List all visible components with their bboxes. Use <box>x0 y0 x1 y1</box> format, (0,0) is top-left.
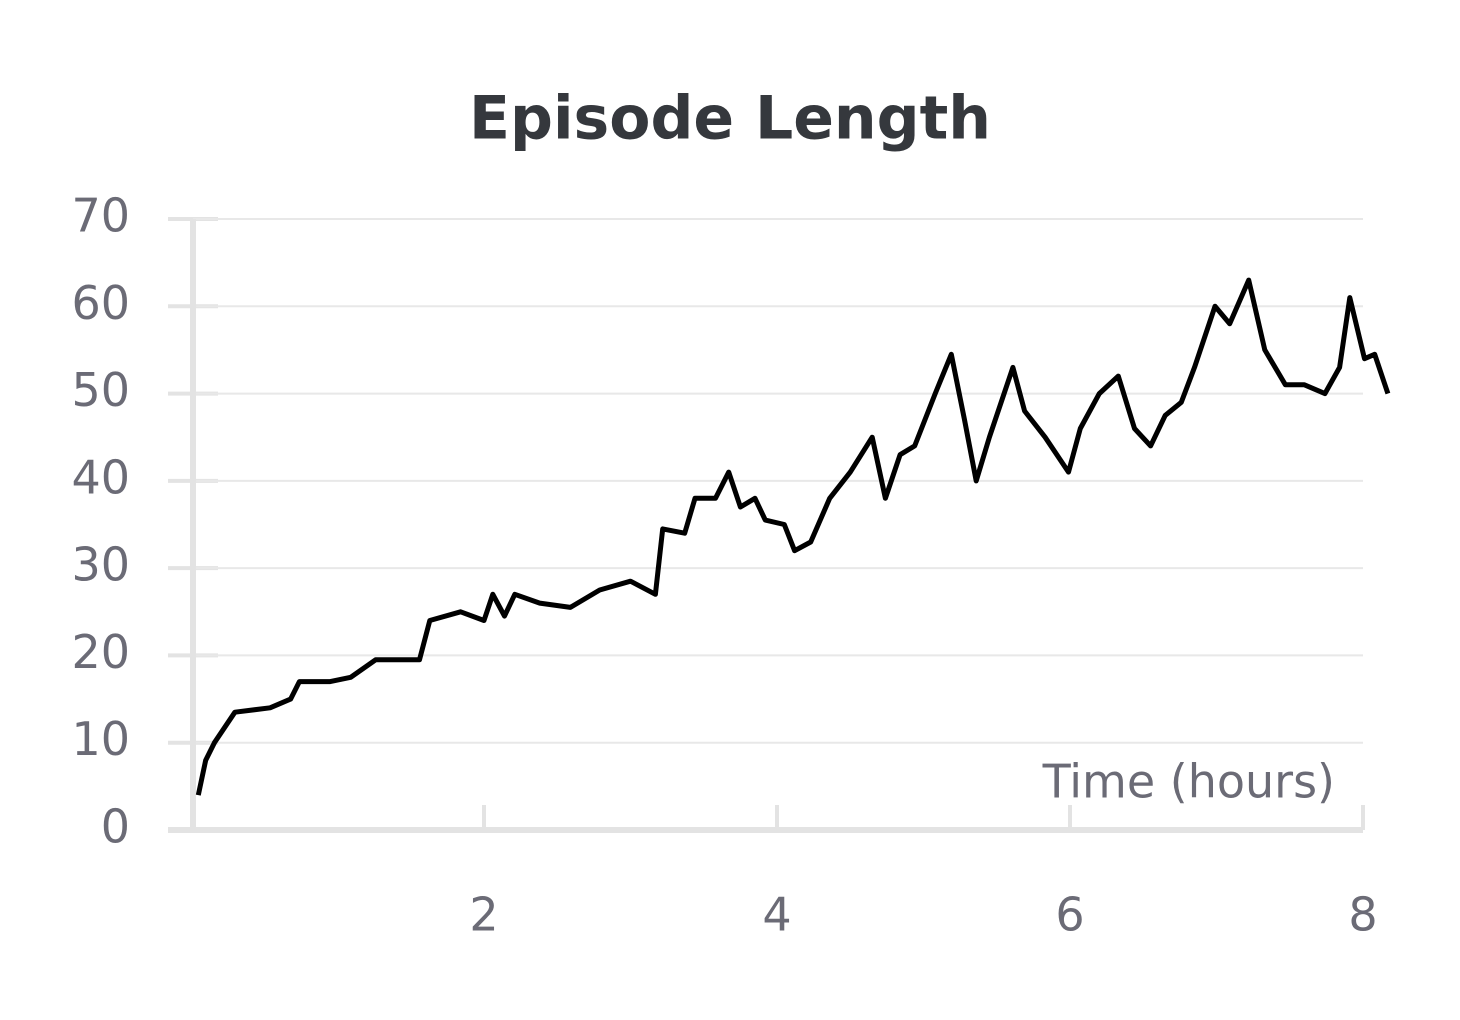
x-tick-label: 2 <box>469 888 498 942</box>
y-tick-label: 70 <box>71 189 130 243</box>
y-tick-label: 30 <box>71 538 130 592</box>
x-tick-label: 6 <box>1055 888 1084 942</box>
y-tick-label: 40 <box>71 450 130 504</box>
data-line <box>195 277 1391 796</box>
y-tick-label: 10 <box>71 712 130 766</box>
y-tick-label: 0 <box>101 800 130 854</box>
chart-title: Episode Length <box>469 84 991 154</box>
x-axis-label: Time (hours) <box>1042 755 1335 809</box>
y-tick-label: 20 <box>71 625 130 679</box>
y-tick-label: 50 <box>71 363 130 417</box>
x-tick-label: 4 <box>762 888 791 942</box>
x-tick-label: 8 <box>1348 888 1377 942</box>
y-tick-label: 60 <box>71 276 130 330</box>
